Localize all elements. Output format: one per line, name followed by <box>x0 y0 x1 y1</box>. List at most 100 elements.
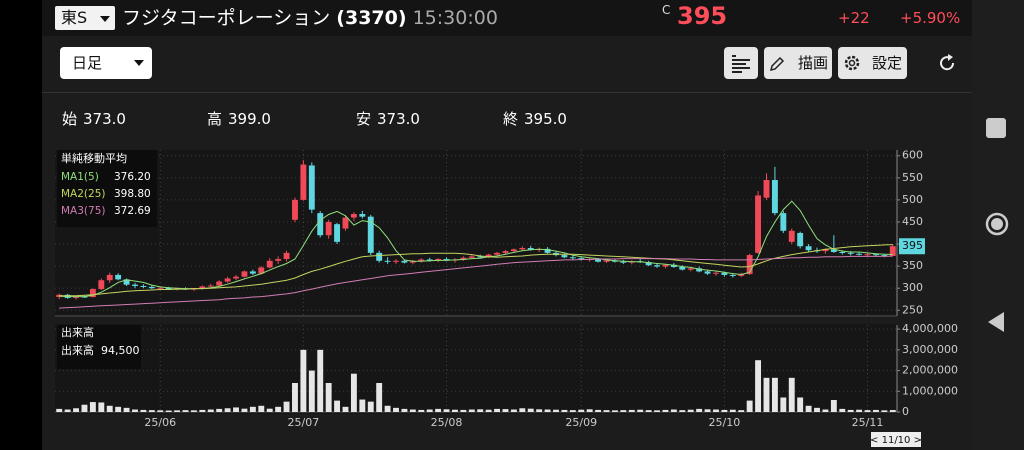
bar <box>696 408 703 412</box>
candle-body <box>670 264 677 267</box>
bar <box>275 406 282 412</box>
ohlc-item: 安 373.0 <box>356 108 420 129</box>
bar <box>856 409 863 412</box>
candle-body <box>426 259 433 261</box>
bar <box>174 410 181 412</box>
bar <box>881 410 888 412</box>
y-tick-label: 4,000,000 <box>902 322 958 335</box>
period-select[interactable]: 日足 <box>60 47 152 79</box>
legend-value: 372.69 <box>114 205 151 217</box>
x-tick-label: 25/08 <box>431 416 463 429</box>
refresh-button[interactable] <box>936 52 958 74</box>
bar <box>519 408 526 412</box>
candle-body <box>418 259 425 262</box>
nav-back[interactable] <box>988 312 1004 332</box>
bar <box>477 409 484 412</box>
bar <box>216 408 223 412</box>
market-select[interactable]: 東S <box>55 6 115 30</box>
candle-body <box>721 272 728 275</box>
ohlc-value: 373.0 <box>377 110 420 128</box>
candle-body <box>266 260 273 268</box>
bar <box>292 383 298 412</box>
candle-body <box>165 287 172 290</box>
ma-line <box>59 255 893 309</box>
icon <box>732 55 750 73</box>
candle-body <box>308 165 315 210</box>
bar <box>755 360 762 412</box>
bar <box>148 410 155 412</box>
candle-body <box>830 249 837 252</box>
candle-body <box>561 255 568 258</box>
candle-body <box>679 266 686 270</box>
bar <box>199 409 206 412</box>
candle-body <box>233 276 239 279</box>
bar <box>426 409 433 412</box>
x-tick-label: 25/10 <box>709 416 741 429</box>
candle-body <box>510 249 517 252</box>
bar <box>662 409 669 412</box>
nav-recent[interactable] <box>986 118 1006 138</box>
bar <box>283 401 290 412</box>
settings-label: 設定 <box>872 54 903 72</box>
candle-body <box>771 180 778 214</box>
bar <box>342 406 349 412</box>
candle-body <box>527 248 534 250</box>
bar <box>443 409 450 412</box>
candle-body <box>359 214 366 217</box>
candle-body <box>115 274 122 280</box>
candle-body <box>275 259 282 261</box>
market: 東S <box>61 8 88 27</box>
y-tick-label: 2,000,000 <box>902 364 958 377</box>
candle-body <box>224 278 231 282</box>
bar <box>367 401 374 412</box>
stock-title: フジタコーポレーション (3370) 15:30:00 <box>122 5 498 31</box>
price: 395 <box>677 2 728 30</box>
candle-body <box>822 249 829 252</box>
ohlc-value: 373.0 <box>83 110 126 128</box>
bar <box>771 377 778 412</box>
nav-home[interactable] <box>985 212 1009 236</box>
bar <box>586 409 593 412</box>
candle-body <box>140 285 147 287</box>
y-tick-label: 1,000,000 <box>902 384 958 397</box>
candle-body <box>889 246 896 256</box>
candle-body <box>73 296 79 298</box>
candle-body <box>401 260 408 263</box>
candle-body <box>292 199 298 220</box>
candle-body <box>856 253 863 255</box>
candle-body <box>207 285 214 287</box>
bar <box>182 410 189 412</box>
ohlc-label: 終 <box>503 110 519 128</box>
caret <box>134 60 144 71</box>
candle-body <box>241 271 248 277</box>
bar <box>510 409 517 412</box>
bar <box>847 409 854 412</box>
candle-body <box>190 288 197 290</box>
top-bar <box>42 0 972 36</box>
icon <box>769 56 785 72</box>
bar <box>123 407 130 412</box>
bar <box>839 408 846 412</box>
bar <box>494 408 500 412</box>
settings-button[interactable]: 設定 <box>838 47 907 79</box>
bar <box>628 409 635 412</box>
bar <box>190 410 197 412</box>
bar <box>460 409 467 412</box>
cursor-box[interactable] <box>871 432 921 447</box>
bar <box>797 397 804 412</box>
bar <box>73 408 79 412</box>
ohlc-label: 安 <box>356 110 372 128</box>
legend-box <box>57 325 141 369</box>
bar <box>359 399 366 412</box>
bar <box>738 410 745 412</box>
bar <box>485 409 492 412</box>
indicator-button[interactable] <box>724 47 758 79</box>
bar <box>64 409 71 412</box>
candle-body <box>805 246 812 251</box>
price-tag-label: 395 <box>902 239 923 252</box>
candle-body <box>132 284 138 286</box>
draw-button[interactable]: 描画 <box>764 47 832 79</box>
legend-value: 376.20 <box>114 171 151 183</box>
candle-body <box>342 217 349 229</box>
